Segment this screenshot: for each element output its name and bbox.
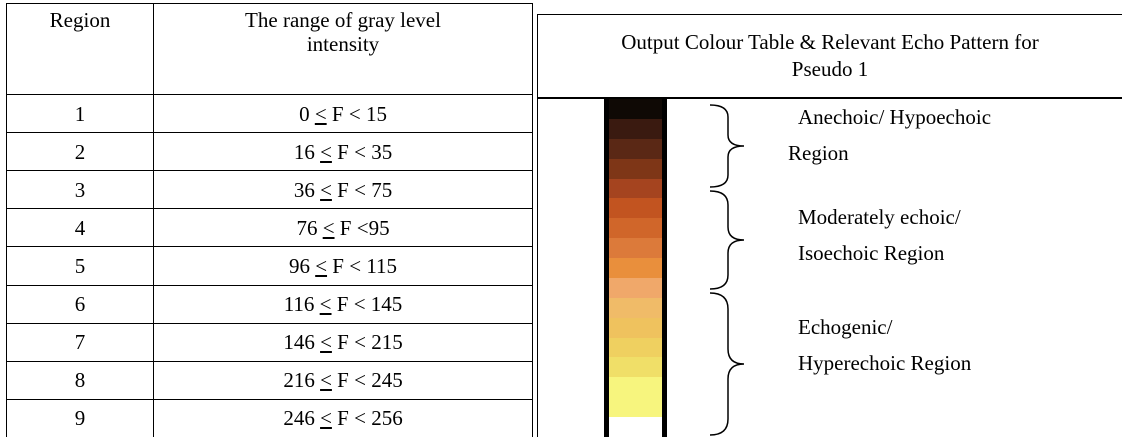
range-cell: 216 < F < 245 [153, 360, 533, 400]
range-cell: 146 < F < 215 [153, 322, 533, 362]
colour-swatch [609, 198, 662, 219]
colour-swatch [609, 297, 662, 319]
colour-swatch [609, 99, 662, 120]
lte-symbol: < [320, 368, 332, 393]
table-row: 9 246 < F < 256 [6, 398, 533, 437]
range-column-header: The range of gray level intensity [153, 3, 533, 95]
range-high: 115 [366, 253, 398, 278]
lte-symbol: < [320, 177, 332, 202]
region-number: 4 [6, 208, 154, 248]
lte-symbol: < [320, 139, 332, 164]
lte-symbol: < [315, 253, 328, 278]
lte-symbol: < [314, 101, 327, 126]
region-label-line: Hyperechoic Region [798, 351, 972, 375]
range-cell: 76 < F <95 [153, 208, 533, 248]
brace-echogenic-icon [709, 292, 745, 436]
region-number: 3 [6, 170, 154, 210]
gray-level-range-table: Region The range of gray level intensity… [6, 3, 533, 437]
table-row: 4 76 < F <95 [6, 208, 533, 248]
table-row: 5 96 < F < 115 [6, 246, 533, 286]
range-low: 0 [299, 101, 310, 126]
colour-swatch [609, 337, 662, 359]
region-number: 7 [6, 322, 154, 362]
table-row: 6 116 < F < 145 [6, 284, 533, 324]
range-low: 246 [283, 406, 315, 431]
table-header-row: Region The range of gray level intensity [6, 3, 533, 95]
range-low: 16 [293, 139, 315, 164]
panel-body: Anechoic/ Hypoechoic Region Moderately e… [537, 99, 1122, 438]
region-label-line: Region [788, 141, 849, 165]
lte-symbol: < [322, 215, 335, 240]
region-label-line: Echogenic/ [798, 315, 893, 339]
region-label-anechoic: Anechoic/ Hypoechoic Region [788, 99, 992, 171]
range-cell: 0 < F < 15 [153, 93, 533, 134]
range-high: 15 [365, 101, 387, 126]
colour-swatch [609, 178, 662, 199]
colour-swatch [609, 377, 662, 398]
brace-anechoic-icon [709, 104, 745, 188]
range-low: 216 [283, 368, 315, 393]
lte-symbol: < [320, 406, 332, 431]
range-high: 145 [370, 292, 403, 317]
range-high: 256 [371, 406, 403, 431]
region-label-echogenic: Echogenic/ Hyperechoic Region [798, 309, 971, 381]
colour-table-panel: Output Colour Table & Relevant Echo Patt… [537, 14, 1122, 438]
region-number: 6 [6, 284, 154, 324]
colour-swatch [609, 158, 662, 180]
range-cell: 36 < F < 75 [153, 170, 533, 210]
range-cell: 246 < F < 256 [153, 398, 533, 437]
range-low: 36 [293, 177, 315, 202]
panel-title: Output Colour Table & Relevant Echo Patt… [621, 30, 1039, 81]
range-cell: 116 < F < 145 [153, 284, 533, 324]
range-high: 95 [368, 215, 390, 240]
range-cell: 96 < F < 115 [153, 246, 533, 286]
colour-swatch-column [604, 99, 667, 438]
range-low: 116 [283, 292, 315, 317]
colour-swatch [609, 357, 662, 378]
range-cell: 16 < F < 35 [153, 132, 533, 172]
panel-header: Output Colour Table & Relevant Echo Patt… [537, 14, 1122, 99]
region-label-line: Isoechoic Region [798, 241, 945, 265]
table-row: 7 146 < F < 215 [6, 322, 533, 362]
range-high: 75 [371, 177, 393, 202]
table-row: 3 36 < F < 75 [6, 170, 533, 210]
range-high: 35 [371, 139, 393, 164]
region-label-line: Moderately echoic/ [798, 205, 961, 229]
table-row: 2 16 < F < 35 [6, 132, 533, 172]
range-low: 146 [283, 330, 315, 355]
region-number: 9 [6, 398, 154, 437]
colour-swatch [609, 238, 662, 259]
colour-swatch [609, 417, 662, 438]
region-number: 5 [6, 246, 154, 286]
lte-symbol: < [319, 292, 332, 317]
range-column-header-text: The range of gray level intensity [245, 8, 441, 56]
colour-swatch [609, 138, 662, 160]
range-high: 245 [371, 368, 403, 393]
brace-moderate-icon [709, 190, 745, 290]
region-column-header: Region [6, 3, 154, 95]
table-row: 8 216 < F < 245 [6, 360, 533, 400]
colour-swatch [609, 397, 662, 418]
range-low: 76 [296, 215, 318, 240]
lte-symbol: < [320, 330, 332, 355]
region-label-line: Anechoic/ Hypoechoic [798, 105, 992, 129]
colour-swatch [609, 118, 662, 140]
colour-swatch [609, 277, 662, 299]
region-number: 1 [6, 93, 154, 134]
range-high: 215 [371, 330, 403, 355]
region-number: 2 [6, 132, 154, 172]
region-number: 8 [6, 360, 154, 400]
region-label-moderate: Moderately echoic/ Isoechoic Region [798, 199, 961, 271]
range-low: 96 [288, 253, 310, 278]
colour-swatch [609, 258, 662, 279]
colour-swatch [609, 218, 662, 239]
colour-swatch [609, 317, 662, 339]
